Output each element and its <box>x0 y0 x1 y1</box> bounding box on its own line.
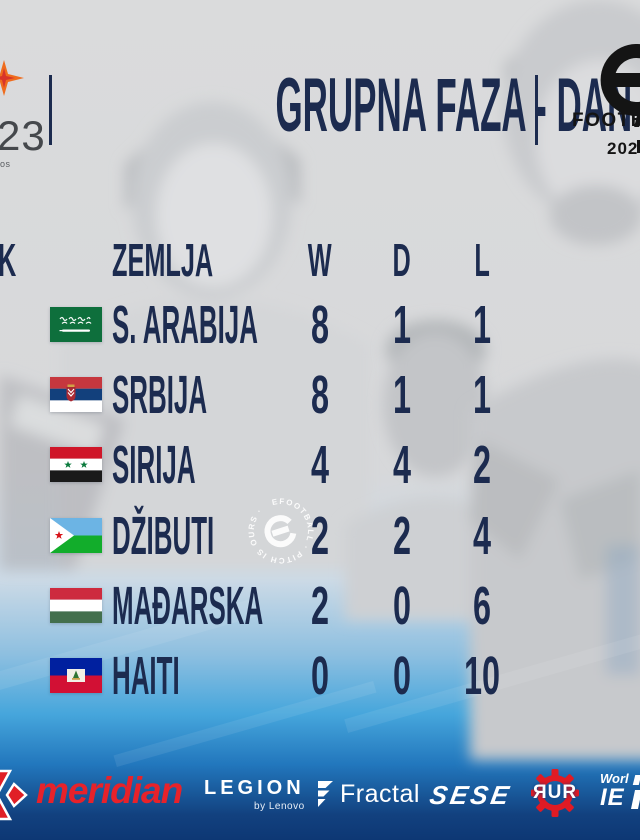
country-name: S. ARABIJA <box>112 295 258 355</box>
legion-wordmark: LEGION <box>204 777 305 799</box>
event-logo-subtext-fragment: os <box>0 159 11 169</box>
column-header-draws: D <box>392 234 412 286</box>
table-header-row: K ZEMLJA W D L <box>0 234 640 286</box>
efootball-year-cut-glyph <box>637 140 640 153</box>
country-name: DŽIBUTI <box>112 506 215 566</box>
flag-djibouti-icon <box>50 518 102 553</box>
sponsor-meridian-logo: meridian <box>36 770 183 811</box>
ie-cut-glyph <box>630 790 640 809</box>
wins-value: 4 <box>310 435 330 495</box>
wins-value: 0 <box>310 646 330 706</box>
losses-value: 2 <box>472 435 492 495</box>
legion-by-lenovo-text: by Lenovo <box>254 801 305 812</box>
draws-value: 4 <box>392 435 412 495</box>
draws-value: 2 <box>392 506 412 566</box>
flag-serbia-icon <box>50 377 102 412</box>
world-text-fragment: Worl <box>600 771 629 786</box>
draws-value: 1 <box>392 365 412 425</box>
table-row: S. ARABIJA 8 1 1 <box>0 290 640 360</box>
event-logo-year-fragment: 23 <box>0 112 46 159</box>
efootball-logo-icon <box>600 44 640 116</box>
wins-value: 2 <box>310 576 330 636</box>
table-row: MAĐARSKA 2 0 6 <box>0 571 640 641</box>
flag-hungary-icon <box>50 588 102 623</box>
title-right-divider <box>535 75 538 145</box>
title-left-divider <box>49 75 52 145</box>
sponsor-world-ie-logo: Worl IE <box>600 771 629 812</box>
losses-value: 10 <box>463 646 501 706</box>
wins-value: 2 <box>310 506 330 566</box>
wins-value: 8 <box>310 365 330 425</box>
table-row: SIRIJA 4 4 2 <box>0 430 640 500</box>
country-name: HAITI <box>112 646 180 706</box>
country-name: SRBIJA <box>112 365 208 425</box>
column-header-losses: L <box>474 234 490 286</box>
table-row: HAITI 0 0 10 <box>0 641 640 711</box>
flag-syria-icon <box>50 447 102 482</box>
sponsor-rur-logo: ЯUR <box>526 764 584 822</box>
table-row: DŽIBUTI 2 2 4 <box>0 501 640 571</box>
draws-value: 1 <box>392 295 412 355</box>
flag-saudi-arabia-icon <box>50 307 102 342</box>
country-name: MAĐARSKA <box>112 576 264 636</box>
rur-gear-icon <box>531 769 579 817</box>
efootball-year-fragment: 202 <box>607 139 639 158</box>
sponsor-partial-mark-icon <box>0 769 28 821</box>
event-logo-spark-icon <box>0 60 24 96</box>
country-name: SIRIJA <box>112 435 196 495</box>
wins-value: 8 <box>310 295 330 355</box>
rur-wordmark: ЯUR <box>532 782 578 803</box>
efootball-wordmark-fragment: FOOTB <box>572 110 640 131</box>
losses-value: 1 <box>472 295 492 355</box>
table-row: SRBIJA 8 1 1 <box>0 360 640 430</box>
world-cut-glyph <box>632 775 640 785</box>
light-streaks <box>0 599 640 767</box>
right-player-silhouette <box>470 0 640 760</box>
losses-value: 1 <box>472 365 492 425</box>
fractal-wordmark: Fractal <box>340 780 420 808</box>
draws-value: 0 <box>392 576 412 636</box>
column-header-rank: K <box>0 234 42 286</box>
fractal-icon <box>318 781 333 807</box>
sponsor-legion-logo: LEGION by Lenovo <box>204 777 305 812</box>
column-header-wins: W <box>308 234 332 286</box>
sponsor-strip: meridian LEGION by Lenovo Fractal SESE <box>0 750 640 840</box>
losses-value: 6 <box>472 576 492 636</box>
flag-haiti-icon <box>50 658 102 693</box>
column-header-country: ZEMLJA <box>112 234 214 286</box>
sponsor-sese-logo: SESE <box>427 780 515 810</box>
ie-text-fragment: IE <box>600 784 625 811</box>
page-title: GRUPNA FAZA - DAN 2 <box>275 63 640 148</box>
draws-value: 0 <box>392 646 412 706</box>
sponsor-fractal-logo: Fractal <box>316 780 420 809</box>
losses-value: 4 <box>472 506 492 566</box>
